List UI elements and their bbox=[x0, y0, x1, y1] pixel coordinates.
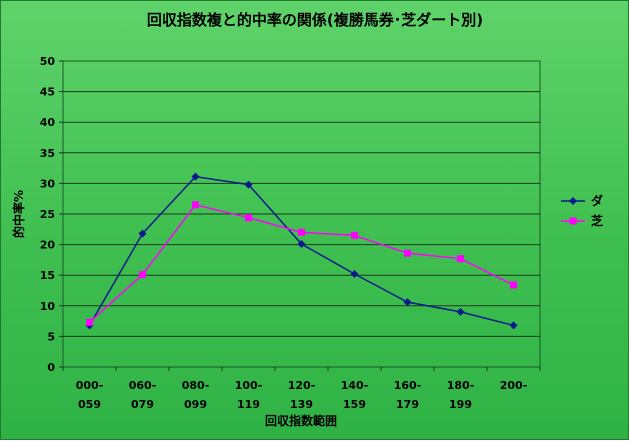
x-tick-label: 059 bbox=[78, 398, 101, 411]
data-point bbox=[351, 231, 358, 239]
x-tick-label: 080- bbox=[182, 379, 210, 392]
y-axis-label: 的中率% bbox=[11, 190, 26, 238]
y-tick-label: 10 bbox=[40, 300, 56, 313]
y-tick-label: 45 bbox=[40, 86, 55, 99]
data-point bbox=[510, 281, 517, 289]
legend-label: ダ bbox=[591, 193, 603, 208]
data-point bbox=[297, 239, 306, 248]
data-point bbox=[456, 307, 465, 316]
x-axis-ticks: 000- 059 060- 079 080- 099 100- 119 120- 139 140- 1… bbox=[62, 367, 541, 411]
y-tick-label: 35 bbox=[40, 147, 55, 160]
series-group bbox=[85, 172, 518, 330]
y-axis-ticks: 0 5 10 15 20 25 30 35 40 45 50 bbox=[40, 55, 63, 374]
series-line bbox=[88, 175, 514, 327]
data-point bbox=[244, 180, 253, 189]
legend-marker bbox=[569, 217, 577, 225]
y-tick-label: 0 bbox=[47, 361, 55, 374]
x-tick-label: 000- bbox=[76, 379, 104, 392]
data-point bbox=[191, 172, 200, 181]
x-tick-label: 079 bbox=[131, 398, 154, 411]
chart-title: 回収指数複と的中率の関係(複勝馬券･芝ダート別) bbox=[147, 11, 483, 29]
y-tick-label: 40 bbox=[40, 116, 56, 129]
x-tick-label: 160- bbox=[394, 379, 422, 392]
x-axis-label: 回収指数範囲 bbox=[265, 413, 337, 428]
x-tick-label: 100- bbox=[235, 379, 263, 392]
data-point bbox=[403, 298, 412, 307]
x-tick-label: 200- bbox=[500, 379, 528, 392]
data-point bbox=[509, 321, 518, 330]
legend: ダ芝 bbox=[561, 193, 603, 228]
x-tick-label: 120- bbox=[288, 379, 316, 392]
y-tick-label: 5 bbox=[47, 330, 55, 343]
data-point bbox=[298, 228, 305, 236]
data-point bbox=[138, 229, 147, 238]
y-tick-label: 30 bbox=[40, 177, 56, 190]
data-point bbox=[86, 318, 93, 326]
data-point bbox=[245, 214, 252, 222]
x-tick-label: 159 bbox=[343, 398, 366, 411]
x-tick-label: 199 bbox=[449, 398, 472, 411]
y-tick-label: 20 bbox=[40, 239, 56, 252]
x-tick-label: 179 bbox=[396, 398, 419, 411]
y-tick-label: 50 bbox=[40, 55, 56, 68]
data-point bbox=[350, 269, 359, 278]
data-point bbox=[404, 249, 411, 257]
x-tick-label: 119 bbox=[237, 398, 260, 411]
data-point bbox=[457, 255, 464, 263]
y-tick-label: 15 bbox=[40, 269, 55, 282]
x-tick-label: 140- bbox=[341, 379, 369, 392]
legend-marker bbox=[569, 197, 577, 205]
x-tick-label: 099 bbox=[184, 398, 207, 411]
grid-lines bbox=[63, 91, 540, 337]
x-tick-label: 139 bbox=[290, 398, 313, 411]
data-point bbox=[192, 201, 199, 209]
x-tick-label: 180- bbox=[447, 379, 475, 392]
y-tick-label: 25 bbox=[40, 208, 55, 221]
legend-label: 芝 bbox=[591, 213, 603, 228]
x-tick-label: 060- bbox=[129, 379, 157, 392]
data-point bbox=[139, 271, 146, 279]
